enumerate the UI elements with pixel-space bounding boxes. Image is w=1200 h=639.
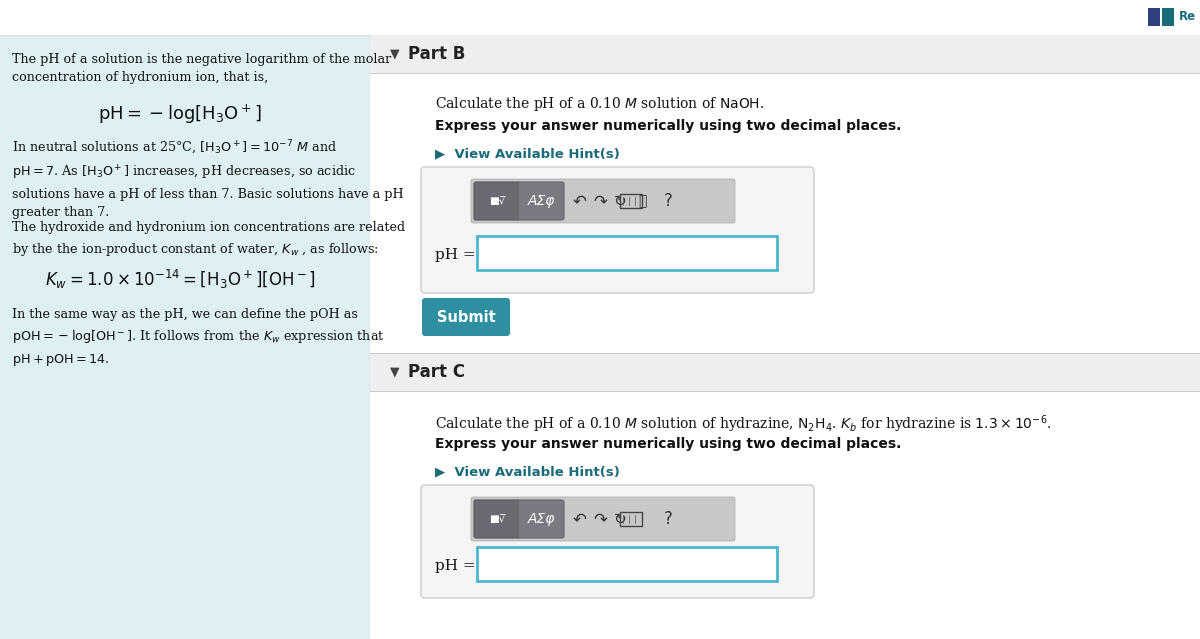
Text: $\mathrm{pH} = -\log[\mathrm{H_3O^+}]$: $\mathrm{pH} = -\log[\mathrm{H_3O^+}]$ — [98, 103, 262, 127]
Bar — [370, 391, 1200, 639]
Text: ■√̅: ■√̅ — [488, 514, 505, 524]
Text: ■√̅: ■√̅ — [488, 196, 505, 206]
FancyBboxPatch shape — [422, 298, 510, 336]
Bar — [0, 0, 1200, 35]
Text: ↷: ↷ — [593, 192, 607, 210]
Text: ▶  View Available Hint(s): ▶ View Available Hint(s) — [436, 465, 620, 478]
Text: ↻: ↻ — [613, 511, 626, 527]
Bar — [620, 194, 642, 208]
Text: The hydroxide and hydronium ion concentrations are related
by the the ion-produc: The hydroxide and hydronium ion concentr… — [12, 221, 406, 258]
FancyBboxPatch shape — [470, 497, 734, 541]
Text: Express your answer numerically using two decimal places.: Express your answer numerically using tw… — [436, 119, 901, 133]
Text: ↻: ↻ — [613, 194, 626, 208]
Text: ⬛: ⬛ — [638, 194, 646, 208]
Text: pH =: pH = — [436, 248, 475, 262]
FancyBboxPatch shape — [474, 500, 520, 538]
Bar — [478, 547, 778, 581]
Text: Calculate the pH of a 0.10 $M$ solution of hydrazine, $\mathrm{N_2H_4}$. $K_b$ f: Calculate the pH of a 0.10 $M$ solution … — [436, 413, 1051, 435]
Bar — [0, 35, 370, 639]
Text: In neutral solutions at 25°C, $[\mathrm{H_3O^+}] = 10^{-7}$ $M$ and
$\mathrm{pH}: In neutral solutions at 25°C, $[\mathrm{… — [12, 139, 403, 219]
Text: ▼: ▼ — [390, 47, 400, 61]
Text: ?: ? — [664, 510, 672, 528]
Bar — [370, 73, 1200, 383]
Bar — [478, 236, 778, 270]
Text: ↶: ↶ — [574, 510, 587, 528]
Text: $K_w = 1.0 \times 10^{-14} = [\mathrm{H_3O^+}][\mathrm{OH^-}]$: $K_w = 1.0 \times 10^{-14} = [\mathrm{H_… — [44, 268, 316, 291]
Bar — [1162, 8, 1174, 26]
FancyBboxPatch shape — [470, 179, 734, 223]
FancyBboxPatch shape — [421, 167, 814, 293]
Text: ↷: ↷ — [593, 510, 607, 528]
Text: The pH of a solution is the negative logarithm of the molar
concentration of hyd: The pH of a solution is the negative log… — [12, 53, 391, 84]
Text: pH =: pH = — [436, 559, 475, 573]
FancyBboxPatch shape — [474, 182, 520, 220]
Text: AΣφ: AΣφ — [527, 512, 554, 526]
Text: Part C: Part C — [408, 363, 466, 381]
Bar — [370, 35, 1200, 73]
Text: ▼: ▼ — [390, 366, 400, 378]
Text: Express your answer numerically using two decimal places.: Express your answer numerically using tw… — [436, 437, 901, 451]
Text: In the same way as the pH, we can define the pOH as
$\mathrm{pOH} = -\log[\mathr: In the same way as the pH, we can define… — [12, 308, 385, 368]
Bar — [370, 35, 1200, 639]
Text: ?: ? — [664, 192, 672, 210]
FancyBboxPatch shape — [518, 182, 564, 220]
Text: ▶  View Available Hint(s): ▶ View Available Hint(s) — [436, 147, 620, 160]
Text: AΣφ: AΣφ — [527, 194, 554, 208]
Text: Part B: Part B — [408, 45, 466, 63]
Bar — [370, 353, 1200, 391]
Bar — [620, 512, 642, 526]
Text: ↶: ↶ — [574, 192, 587, 210]
FancyBboxPatch shape — [421, 485, 814, 598]
Bar — [1148, 8, 1160, 26]
Text: Submit: Submit — [437, 309, 496, 325]
Text: Re: Re — [1178, 10, 1196, 24]
FancyBboxPatch shape — [518, 500, 564, 538]
Text: Calculate the pH of a 0.10 $M$ solution of $\mathrm{NaOH}$.: Calculate the pH of a 0.10 $M$ solution … — [436, 95, 764, 113]
